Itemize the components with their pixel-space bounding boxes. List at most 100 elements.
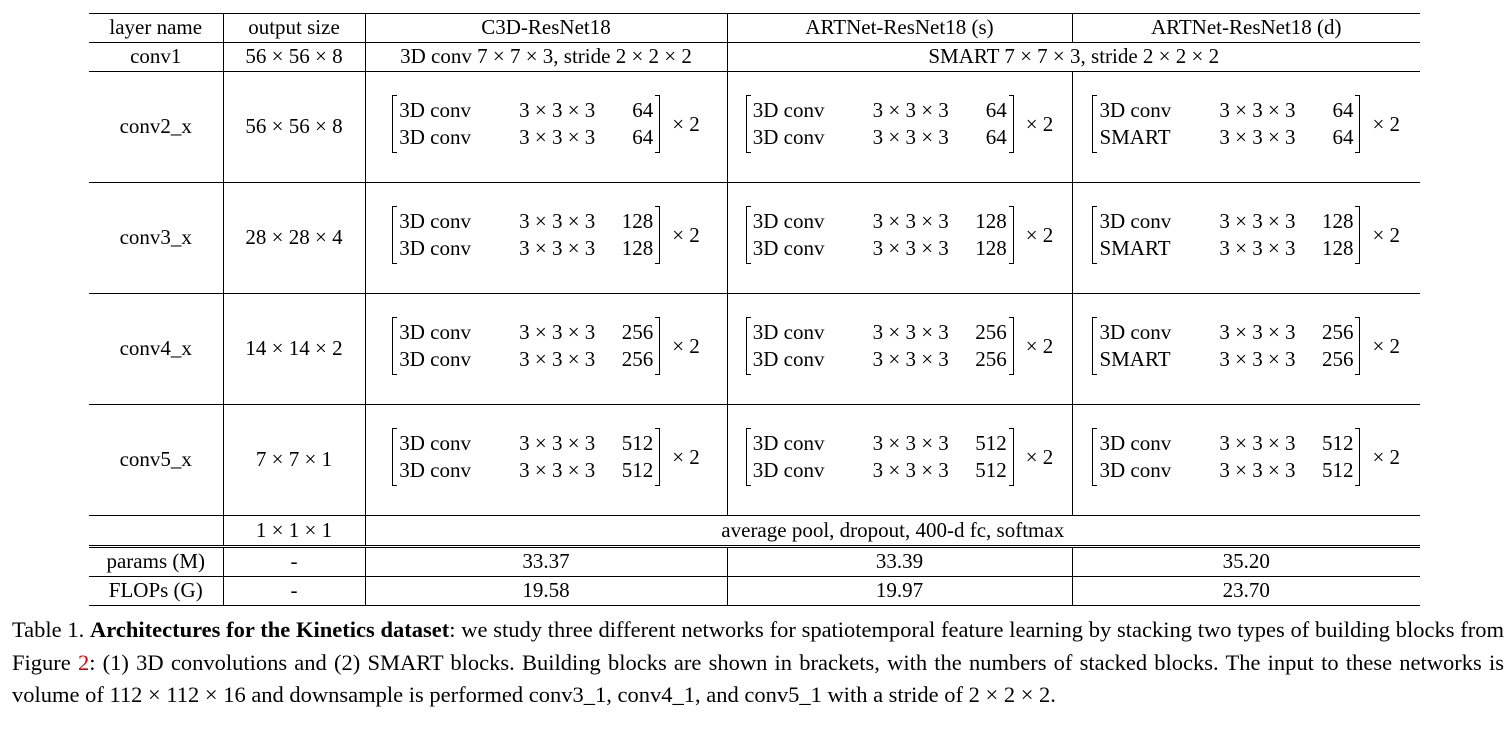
artnet-d-block-cell: 3D conv 3 × 3 × 3 64 SMART 3 × 3 × 3 64 × 2 (1071, 71, 1420, 183)
params-size: - (222, 545, 365, 577)
block-row1: 3D conv 3 × 3 × 3 256 (753, 319, 1007, 346)
layer-name-cell: conv2_x (89, 71, 223, 183)
kernel-size: 3 × 3 × 3 (872, 236, 949, 261)
op-type: 3D conv (1099, 98, 1172, 123)
kernel-size: 3 × 3 × 3 (872, 347, 949, 372)
block-row1: 3D conv 3 × 3 × 3 512 (753, 430, 1007, 457)
kernel-size: 3 × 3 × 3 (1219, 209, 1296, 234)
block-multiplier: × 2 (672, 222, 700, 247)
flops-label: FLOPs (G) (89, 576, 223, 606)
caption-prefix: Table 1. (12, 617, 91, 642)
op-type: 3D conv (752, 209, 825, 234)
block-row2: 3D conv 3 × 3 × 3 64 (399, 124, 653, 151)
output-size-cell: 56 × 56 × 8 (222, 42, 365, 72)
block-rows-group: 3D conv 3 × 3 × 3 512 3D conv 3 × 3 × 3 512 (397, 430, 655, 484)
header-row: layer name output size C3D-ResNet18 ARTN… (89, 13, 1420, 43)
left-bracket (1092, 95, 1098, 154)
channel-count: 128 (621, 236, 654, 261)
kernel-size: 3 × 3 × 3 (872, 458, 949, 483)
architecture-table: layer name output size C3D-ResNet18 ARTN… (89, 13, 1420, 606)
block-rows-group: 3D conv 3 × 3 × 3 64 3D conv 3 × 3 × 3 64 (397, 97, 655, 151)
block-row1: 3D conv 3 × 3 × 3 128 (753, 208, 1007, 235)
layer-name-cell: conv4_x (89, 293, 223, 405)
block-row1: 3D conv 3 × 3 × 3 512 (1099, 430, 1353, 457)
op-type: 3D conv (752, 458, 825, 483)
block-row1: 3D conv 3 × 3 × 3 256 (1099, 319, 1353, 346)
layer-name-cell (89, 515, 223, 547)
block-multiplier: × 2 (672, 333, 700, 358)
header-cell-artnet-s: ARTNet-ResNet18 (s) (726, 13, 1072, 43)
op-type: 3D conv (399, 125, 471, 150)
params-label: params (M) (89, 545, 223, 577)
table-row-conv1: conv1 56 × 56 × 8 3D conv 7 × 7 × 3, str… (89, 42, 1420, 72)
caption-title: Architectures for the Kinetics dataset (90, 617, 450, 642)
table-row-params: params (M) - 33.37 33.39 35.20 (89, 545, 1420, 577)
channel-count: 64 (632, 125, 654, 150)
op-type: 3D conv (399, 98, 471, 123)
block-row1: 3D conv 3 × 3 × 3 64 (753, 97, 1007, 124)
left-bracket (392, 95, 398, 154)
block-multiplier: × 2 (1372, 333, 1401, 358)
channel-count: 128 (1321, 209, 1354, 234)
table-row-block: conv2_x 56 × 56 × 8 3D conv 3 × 3 × 3 64 3D c… (89, 71, 1420, 183)
op-type: 3D conv (752, 98, 825, 123)
channel-count: 512 (621, 431, 654, 456)
header-cell-layer-name: layer name (89, 13, 223, 43)
left-bracket (1092, 317, 1098, 376)
right-bracket (1355, 428, 1361, 487)
op-type: SMART (1099, 125, 1171, 150)
kernel-size: 3 × 3 × 3 (872, 98, 949, 123)
channel-count: 512 (975, 431, 1007, 456)
channel-count: 256 (621, 320, 654, 345)
right-bracket (1355, 206, 1361, 265)
block-row1: 3D conv 3 × 3 × 3 64 (1099, 97, 1353, 124)
kernel-size: 3 × 3 × 3 (519, 320, 596, 345)
output-size-cell: 56 × 56 × 8 (222, 71, 365, 183)
block-multiplier: × 2 (1025, 333, 1054, 358)
kernel-size: 3 × 3 × 3 (519, 236, 596, 261)
figure-reference-link[interactable]: 2 (77, 649, 90, 675)
pool-description-cell: average pool, dropout, 400-d fc, softmax (364, 515, 1420, 547)
left-bracket (745, 95, 751, 154)
right-bracket (655, 206, 661, 265)
op-type: 3D conv (1099, 431, 1172, 456)
caption-text-1: : we study three different networks for … (12, 617, 1504, 675)
channel-count: 64 (985, 125, 1007, 150)
building-block: 3D conv 3 × 3 × 3 512 3D conv 3 × 3 × 3 512 × … (745, 428, 1053, 487)
params-c3d: 33.37 (364, 545, 727, 577)
kernel-size: 3 × 3 × 3 (1219, 125, 1296, 150)
right-bracket (1008, 317, 1014, 376)
block-row2: 3D conv 3 × 3 × 3 128 (753, 235, 1007, 262)
building-block: 3D conv 3 × 3 × 3 64 3D conv 3 × 3 × 3 64 × 2 (745, 95, 1053, 154)
op-type: 3D conv (752, 347, 825, 372)
output-size-cell: 7 × 7 × 1 (222, 404, 365, 516)
kernel-size: 3 × 3 × 3 (519, 98, 596, 123)
block-row2: 3D conv 3 × 3 × 3 512 (399, 457, 653, 484)
op-type: 3D conv (1099, 458, 1172, 483)
op-type: 3D conv (399, 320, 471, 345)
op-type: 3D conv (1099, 209, 1172, 234)
block-multiplier: × 2 (672, 111, 700, 136)
layer-name-cell: conv5_x (89, 404, 223, 516)
kernel-size: 3 × 3 × 3 (1219, 98, 1296, 123)
c3d-block-cell: 3D conv 3 × 3 × 3 128 3D conv 3 × 3 × 3 128 × … (364, 182, 727, 294)
building-block: 3D conv 3 × 3 × 3 256 SMART 3 × 3 × 3 256 × 2 (1092, 317, 1401, 376)
channel-count: 128 (975, 209, 1007, 234)
building-block: 3D conv 3 × 3 × 3 512 3D conv 3 × 3 × 3 512 × … (1092, 428, 1400, 487)
op-type: SMART (1099, 236, 1171, 261)
building-block: 3D conv 3 × 3 × 3 128 SMART 3 × 3 × 3 128 × 2 (1092, 206, 1400, 265)
left-bracket (745, 317, 751, 376)
building-block: 3D conv 3 × 3 × 3 64 3D conv 3 × 3 × 3 64 × 2 (392, 95, 700, 154)
block-multiplier: × 2 (1372, 111, 1401, 136)
artnet-conv1-cell: SMART 7 × 7 × 3, stride 2 × 2 × 2 (726, 42, 1420, 72)
block-row2: 3D conv 3 × 3 × 3 512 (753, 457, 1007, 484)
block-row2: SMART 3 × 3 × 3 256 (1099, 346, 1353, 373)
op-type: 3D conv (399, 347, 471, 372)
kernel-size: 3 × 3 × 3 (1219, 431, 1296, 456)
artnet-d-block-cell: 3D conv 3 × 3 × 3 128 SMART 3 × 3 × 3 128 × 2 (1071, 182, 1420, 294)
channel-count: 64 (632, 98, 654, 123)
block-rows-group: 3D conv 3 × 3 × 3 512 3D conv 3 × 3 × 3 512 (751, 430, 1009, 484)
right-bracket (1008, 95, 1014, 154)
left-bracket (392, 428, 398, 487)
layer-name-cell: conv1 (89, 42, 223, 72)
